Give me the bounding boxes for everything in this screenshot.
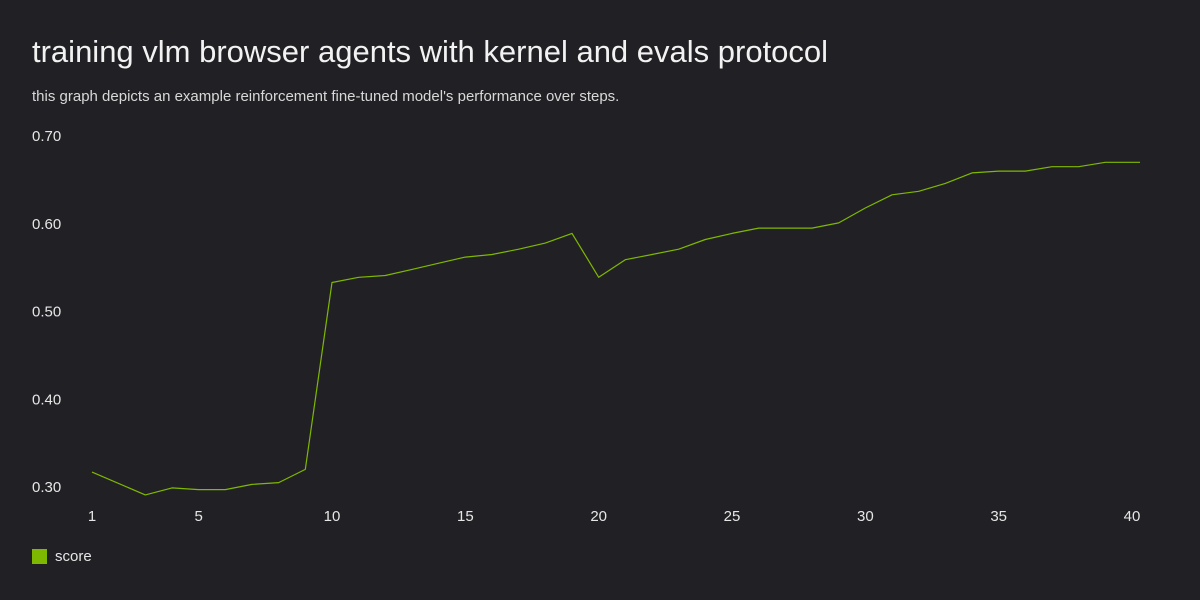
chart-subtitle: this graph depicts an example reinforcem… <box>32 88 620 105</box>
legend-label-score: score <box>55 548 92 565</box>
x-tick-label: 5 <box>194 508 202 525</box>
x-tick-label: 40 <box>1124 508 1141 525</box>
x-tick-label: 10 <box>324 508 341 525</box>
x-tick-label: 30 <box>857 508 874 525</box>
x-tick-label: 35 <box>990 508 1007 525</box>
y-tick-label: 0.60 <box>32 216 61 233</box>
y-tick-label: 0.70 <box>32 128 61 145</box>
chart-title: training vlm browser agents with kernel … <box>32 34 829 69</box>
y-axis: 0.30 0.40 0.50 0.60 0.70 <box>32 128 61 496</box>
legend-swatch-score <box>32 549 47 564</box>
y-tick-label: 0.50 <box>32 304 61 321</box>
x-tick-label: 20 <box>590 508 607 525</box>
series-group <box>91 161 1140 496</box>
y-tick-label: 0.40 <box>32 391 61 408</box>
y-tick-label: 0.30 <box>32 479 61 496</box>
legend: score <box>32 548 92 565</box>
x-axis: 1 5 10 15 20 25 30 35 40 <box>88 508 1141 525</box>
x-tick-label: 1 <box>88 508 96 525</box>
x-tick-label: 25 <box>724 508 741 525</box>
x-tick-label: 15 <box>457 508 474 525</box>
series-line-score <box>91 161 1140 496</box>
